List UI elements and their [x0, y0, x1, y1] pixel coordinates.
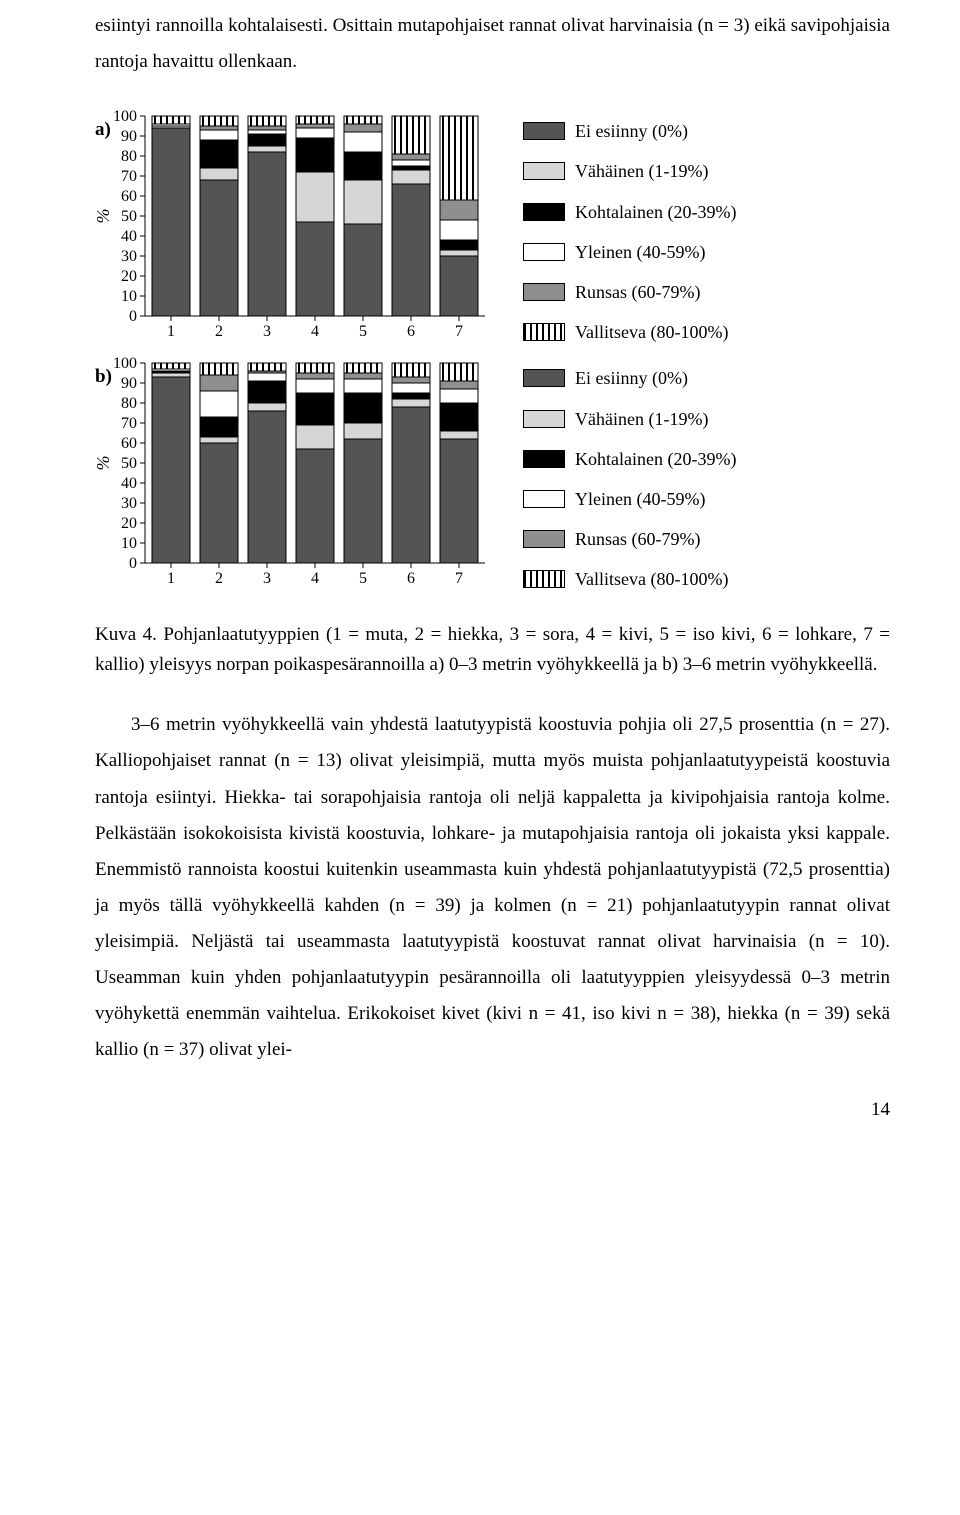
svg-text:7: 7	[455, 323, 463, 340]
legend-item: Yleinen (40-59%)	[523, 235, 736, 269]
svg-text:40: 40	[121, 228, 137, 245]
svg-text:3: 3	[263, 570, 271, 587]
legend-a: Ei esiinny (0%) Vähäinen (1-19%) Kohtala…	[523, 114, 736, 355]
svg-text:20: 20	[121, 268, 137, 285]
legend-swatch	[523, 530, 565, 548]
legend-swatch	[523, 570, 565, 588]
legend-item: Kohtalainen (20-39%)	[523, 195, 736, 229]
legend-item: Ei esiinny (0%)	[523, 114, 736, 148]
legend-swatch	[523, 243, 565, 261]
svg-text:80: 80	[121, 395, 137, 412]
legend-label: Yleinen (40-59%)	[575, 235, 705, 269]
chart-b: 0102030405060708090100%1234567	[95, 355, 515, 595]
svg-text:70: 70	[121, 168, 137, 185]
legend-item: Yleinen (40-59%)	[523, 482, 736, 516]
body-paragraph: 3–6 metrin vyöhykkeellä vain yhdestä laa…	[95, 707, 890, 1068]
svg-text:10: 10	[121, 288, 137, 305]
legend-label: Vallitseva (80-100%)	[575, 315, 728, 349]
legend-label: Ei esiinny (0%)	[575, 361, 688, 395]
svg-text:50: 50	[121, 208, 137, 225]
svg-text:7: 7	[455, 570, 463, 587]
legend-swatch	[523, 369, 565, 387]
legend-label: Kohtalainen (20-39%)	[575, 442, 736, 476]
legend-swatch	[523, 203, 565, 221]
svg-text:50: 50	[121, 455, 137, 472]
legend-label: Vähäinen (1-19%)	[575, 402, 708, 436]
legend-item: Runsas (60-79%)	[523, 275, 736, 309]
svg-text:0: 0	[129, 555, 137, 572]
svg-text:60: 60	[121, 435, 137, 452]
legend-swatch	[523, 283, 565, 301]
svg-text:70: 70	[121, 415, 137, 432]
legend-item: Vähäinen (1-19%)	[523, 154, 736, 188]
legend-label: Runsas (60-79%)	[575, 522, 700, 556]
legend-item: Vallitseva (80-100%)	[523, 315, 736, 349]
svg-text:60: 60	[121, 188, 137, 205]
legend-label: Vallitseva (80-100%)	[575, 562, 728, 596]
svg-text:10: 10	[121, 535, 137, 552]
legend-item: Ei esiinny (0%)	[523, 361, 736, 395]
legend-label: Yleinen (40-59%)	[575, 482, 705, 516]
svg-text:1: 1	[167, 570, 175, 587]
legend-label: Runsas (60-79%)	[575, 275, 700, 309]
page-number: 14	[95, 1092, 890, 1128]
legend-swatch	[523, 490, 565, 508]
svg-text:4: 4	[311, 570, 319, 587]
svg-text:6: 6	[407, 323, 415, 340]
legend-item: Kohtalainen (20-39%)	[523, 442, 736, 476]
figure-caption: Kuva 4. Pohjanlaatutyyppien (1 = muta, 2…	[95, 620, 890, 679]
svg-text:%: %	[95, 456, 113, 471]
legend-label: Ei esiinny (0%)	[575, 114, 688, 148]
legend-label: Vähäinen (1-19%)	[575, 154, 708, 188]
legend-swatch	[523, 122, 565, 140]
figure-4: a) 0102030405060708090100%1234567 Ei esi…	[95, 108, 890, 602]
legend-swatch	[523, 450, 565, 468]
svg-text:2: 2	[215, 570, 223, 587]
intro-paragraph: esiintyi rannoilla kohtalaisesti. Ositta…	[95, 8, 890, 80]
legend-b: Ei esiinny (0%) Vähäinen (1-19%) Kohtala…	[523, 361, 736, 602]
legend-item: Runsas (60-79%)	[523, 522, 736, 556]
svg-text:1: 1	[167, 323, 175, 340]
svg-text:2: 2	[215, 323, 223, 340]
legend-swatch	[523, 410, 565, 428]
svg-text:0: 0	[129, 308, 137, 325]
svg-text:30: 30	[121, 248, 137, 265]
svg-text:4: 4	[311, 323, 319, 340]
legend-swatch	[523, 323, 565, 341]
legend-label: Kohtalainen (20-39%)	[575, 195, 736, 229]
svg-text:3: 3	[263, 323, 271, 340]
svg-text:40: 40	[121, 475, 137, 492]
legend-item: Vähäinen (1-19%)	[523, 402, 736, 436]
chart-a: 0102030405060708090100%1234567	[95, 108, 515, 348]
svg-text:5: 5	[359, 323, 367, 340]
panel-a-label: a)	[95, 108, 125, 148]
svg-text:30: 30	[121, 495, 137, 512]
svg-text:%: %	[95, 209, 113, 224]
svg-text:80: 80	[121, 148, 137, 165]
svg-text:20: 20	[121, 515, 137, 532]
svg-text:6: 6	[407, 570, 415, 587]
panel-b-label: b)	[95, 355, 125, 395]
legend-item: Vallitseva (80-100%)	[523, 562, 736, 596]
legend-swatch	[523, 162, 565, 180]
svg-text:5: 5	[359, 570, 367, 587]
